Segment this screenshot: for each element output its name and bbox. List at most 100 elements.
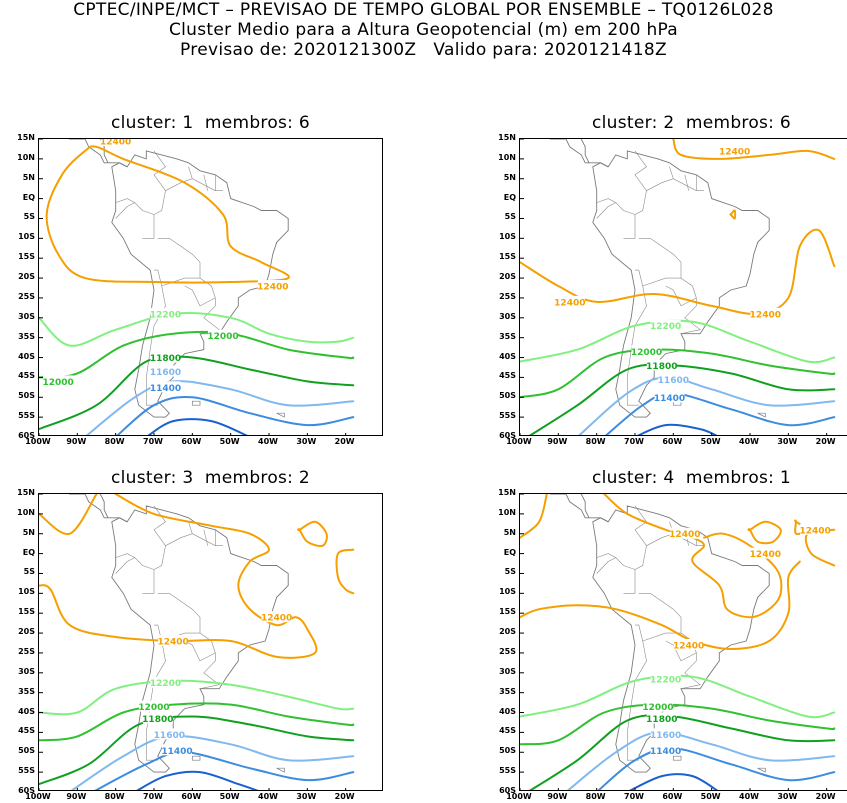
contour-label: 12400 <box>750 310 781 320</box>
lat-tick-label: 20S <box>18 627 35 637</box>
lat-tick-label: 5N <box>22 527 35 537</box>
contour-label-bg <box>650 744 681 756</box>
contour-label-bg <box>150 351 181 363</box>
lat-tick-label: 30S <box>18 666 35 676</box>
country-border <box>615 202 636 215</box>
contour-label-bg <box>150 307 181 319</box>
contour-11400 <box>94 751 355 790</box>
contour-11400 <box>605 392 836 435</box>
lon-tick-label: 50W <box>700 437 721 446</box>
lat-tick-label: 40S <box>499 706 516 716</box>
lat-tick-label: 30S <box>499 311 516 321</box>
contour-label: 12400 <box>719 147 750 157</box>
country-border <box>142 150 166 239</box>
lon-tick-label: 70W <box>624 792 644 801</box>
country-border <box>669 166 674 179</box>
lon-tick-label: 50W <box>219 437 240 446</box>
contour-12400 <box>520 494 548 539</box>
lat-tick-label: 5S <box>23 567 35 577</box>
contour-label: 12000 <box>138 703 169 713</box>
lat-tick-label: 15N <box>17 488 35 497</box>
lon-tick-label: 20W <box>815 437 836 446</box>
contour-11200 <box>136 770 259 790</box>
contour-label-bg <box>162 744 192 756</box>
country-border <box>142 505 166 594</box>
contour-label-bg <box>646 359 677 371</box>
contour-label: 11600 <box>150 368 181 378</box>
lat-tick-label: 50S <box>499 391 516 401</box>
contour-label-bg <box>142 712 173 724</box>
country-border <box>184 277 216 307</box>
contour-12400 <box>672 139 836 160</box>
lat-tick-label: 35S <box>499 331 516 341</box>
lon-tick-label: 40W <box>258 437 278 446</box>
lon-tick-label: 100W <box>25 792 51 801</box>
lat-tick-label: EQ <box>22 192 35 202</box>
country-border <box>627 640 647 761</box>
island-outline <box>757 767 766 773</box>
lat-tick-label: 10S <box>499 587 516 597</box>
panel-title: cluster: 2 membros: 6 <box>591 113 792 133</box>
contour-12400 <box>45 145 290 284</box>
country-border <box>623 505 647 594</box>
map-frame: 12400 12400 12200 12000 11800 11600 11400 <box>38 493 383 791</box>
coastline-south-america <box>592 150 770 418</box>
lon-tick-label: 60W <box>181 437 202 446</box>
island-outline <box>191 755 201 761</box>
lon-tick-label: 70W <box>143 437 163 446</box>
contour-label-bg <box>208 329 238 341</box>
contour-label: 11800 <box>646 715 677 725</box>
lat-tick-label: 45S <box>18 726 35 736</box>
coastline-central-america <box>68 494 128 523</box>
lat-tick-label: 45S <box>499 726 516 736</box>
contour-12200 <box>520 674 836 719</box>
contour-label-bg <box>43 375 74 387</box>
coastline-caribbean <box>81 494 109 518</box>
lat-tick-label: 60S <box>499 786 516 795</box>
contour-label-bg <box>631 345 662 357</box>
contour-label: 12400 <box>673 641 704 651</box>
contour-11400 <box>597 747 836 790</box>
lat-tick-label: 5N <box>22 172 35 182</box>
lon-tick-label: 80W <box>104 792 125 801</box>
lon-tick-label: 50W <box>219 792 240 801</box>
contour-label-bg <box>646 712 677 724</box>
lat-tick-label: 55S <box>18 411 35 421</box>
contour-11600 <box>70 735 355 790</box>
lat-tick-label: 15S <box>18 252 35 262</box>
lat-tick-label: 10S <box>18 587 35 597</box>
country-border <box>115 553 136 574</box>
contour-12000 <box>520 348 836 399</box>
contour-label: 12400 <box>669 530 700 540</box>
contour-label: 12200 <box>650 322 681 332</box>
contour-label: 11600 <box>154 731 185 741</box>
country-border <box>154 238 201 287</box>
contour-12400 <box>39 494 98 535</box>
lat-tick-label: 5N <box>503 527 516 537</box>
contour-label-bg <box>719 144 750 156</box>
contour-11200 <box>629 773 719 790</box>
lat-tick-label: 55S <box>499 766 516 776</box>
lon-tick-label: 30W <box>296 437 317 446</box>
contour-12200 <box>39 679 355 716</box>
country-border <box>203 174 208 191</box>
lat-tick-label: 40S <box>18 351 35 361</box>
lat-tick-label: EQ <box>503 192 516 202</box>
country-border <box>134 202 155 215</box>
lat-tick-label: 50S <box>499 746 516 756</box>
lon-tick-label: 70W <box>143 792 163 801</box>
contour-12400 <box>729 209 737 220</box>
lat-tick-label: 60S <box>18 786 35 795</box>
lon-tick-label: 30W <box>777 792 798 801</box>
contour-label: 12000 <box>43 378 74 388</box>
lat-tick-label: 15S <box>499 607 516 617</box>
contour-label: 11600 <box>650 731 681 741</box>
contour-label: 11400 <box>161 747 192 757</box>
lat-tick-label: 25S <box>499 646 516 656</box>
lat-tick-label: 40S <box>499 351 516 361</box>
contour-12200 <box>39 312 355 347</box>
contour-11800 <box>39 715 355 786</box>
contour-12000 <box>39 702 355 742</box>
contour-label-bg <box>139 700 169 712</box>
contour-label: 11400 <box>650 747 681 757</box>
